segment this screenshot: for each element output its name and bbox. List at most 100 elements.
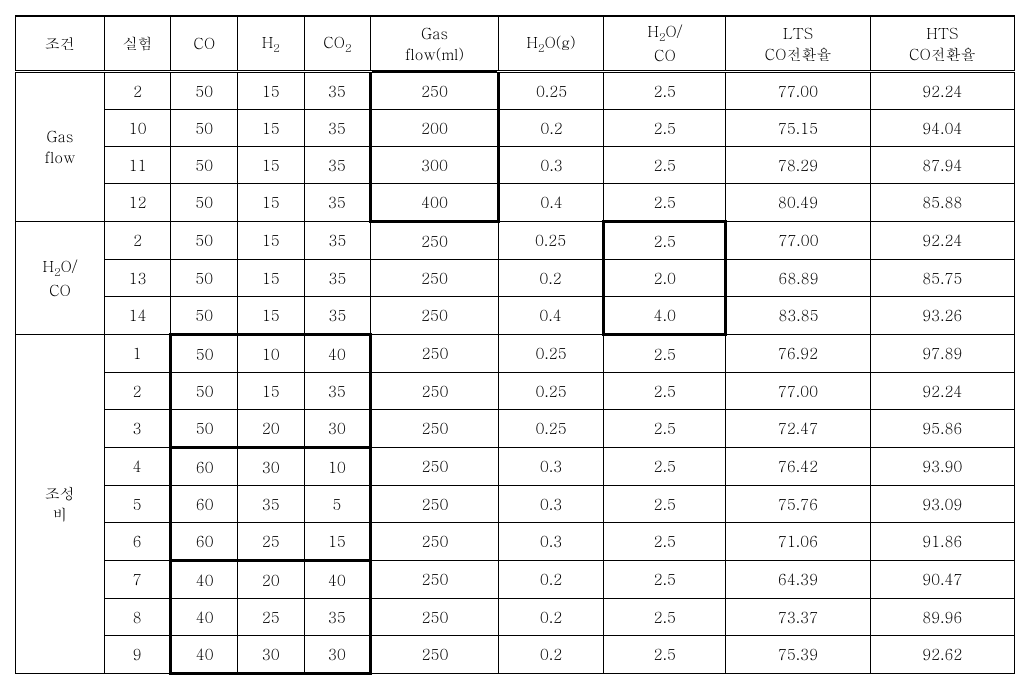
col-header-exp: 실험 xyxy=(104,16,171,72)
experiment-table: 조건 실험 CO H2 CO2 Gasflow(ml) H2O(g) H2O/C… xyxy=(15,15,1015,675)
cell-h2o: 0.25 xyxy=(498,410,603,448)
cell-co2: 40 xyxy=(304,335,371,373)
cell-lts: 75.15 xyxy=(726,110,870,147)
cell-h2o: 0.2 xyxy=(498,599,603,636)
cell-exp: 6 xyxy=(104,523,171,561)
cell-hts: 93.90 xyxy=(870,448,1014,486)
cell-h2o: 0.25 xyxy=(498,335,603,373)
cell-ratio: 2.5 xyxy=(604,636,726,674)
cell-co: 50 xyxy=(171,184,238,222)
cell-co: 50 xyxy=(171,335,238,373)
cell-co2: 40 xyxy=(304,561,371,599)
col-header-co2: CO2 xyxy=(304,16,371,72)
cell-ratio: 2.0 xyxy=(604,260,726,297)
cell-ratio: 2.5 xyxy=(604,184,726,222)
table-header-row: 조건 실험 CO H2 CO2 Gasflow(ml) H2O(g) H2O/C… xyxy=(16,16,1015,72)
col-header-cond: 조건 xyxy=(16,16,105,72)
cell-co2: 35 xyxy=(304,260,371,297)
cell-h2: 30 xyxy=(237,636,304,674)
cell-h2: 15 xyxy=(237,222,304,260)
cell-co2: 35 xyxy=(304,373,371,410)
table-row: 94030302500.22.575.3992.62 xyxy=(16,636,1015,674)
cell-lts: 83.85 xyxy=(726,297,870,335)
table-row: 105015352000.22.575.1594.04 xyxy=(16,110,1015,147)
cell-h2o: 0.25 xyxy=(498,72,603,110)
cell-exp: 2 xyxy=(104,72,171,110)
cell-exp: 8 xyxy=(104,599,171,636)
cell-gas: 250 xyxy=(371,486,499,523)
col-header-h2: H2 xyxy=(237,16,304,72)
cell-exp: 11 xyxy=(104,147,171,184)
cell-co: 50 xyxy=(171,260,238,297)
cell-exp: 14 xyxy=(104,297,171,335)
cell-co2: 5 xyxy=(304,486,371,523)
cell-ratio: 2.5 xyxy=(604,72,726,110)
cell-gas: 250 xyxy=(371,410,499,448)
cell-hts: 91.86 xyxy=(870,523,1014,561)
cell-h2: 15 xyxy=(237,72,304,110)
cell-co: 40 xyxy=(171,599,238,636)
cell-co2: 15 xyxy=(304,523,371,561)
cell-h2: 15 xyxy=(237,147,304,184)
cell-exp: 5 xyxy=(104,486,171,523)
cell-co: 60 xyxy=(171,523,238,561)
cell-ratio: 2.5 xyxy=(604,147,726,184)
table-row: 35020302500.252.572.4795.86 xyxy=(16,410,1015,448)
cell-gas: 250 xyxy=(371,222,499,260)
cell-gas: 250 xyxy=(371,260,499,297)
cell-co: 50 xyxy=(171,297,238,335)
table-row: 25015352500.252.577.0092.24 xyxy=(16,373,1015,410)
cell-co2: 35 xyxy=(304,72,371,110)
cell-h2o: 0.3 xyxy=(498,523,603,561)
cell-lts: 76.42 xyxy=(726,448,870,486)
cell-gas: 250 xyxy=(371,599,499,636)
cell-hts: 92.62 xyxy=(870,636,1014,674)
cell-ratio: 2.5 xyxy=(604,110,726,147)
cell-exp: 7 xyxy=(104,561,171,599)
cell-hts: 93.09 xyxy=(870,486,1014,523)
cell-h2o: 0.3 xyxy=(498,448,603,486)
cell-lts: 68.89 xyxy=(726,260,870,297)
cell-h2: 15 xyxy=(237,260,304,297)
cell-gas: 250 xyxy=(371,561,499,599)
cell-h2o: 0.3 xyxy=(498,486,603,523)
cell-lts: 78.29 xyxy=(726,147,870,184)
cell-exp: 1 xyxy=(104,335,171,373)
cell-exp: 4 xyxy=(104,448,171,486)
cell-h2o: 0.4 xyxy=(498,297,603,335)
cell-exp: 2 xyxy=(104,373,171,410)
cell-gas: 250 xyxy=(371,636,499,674)
cell-exp: 10 xyxy=(104,110,171,147)
cell-gas: 250 xyxy=(371,448,499,486)
cell-co2: 35 xyxy=(304,297,371,335)
cell-co2: 30 xyxy=(304,410,371,448)
cell-ratio: 2.5 xyxy=(604,222,726,260)
cell-ratio: 2.5 xyxy=(604,448,726,486)
cell-lts: 73.37 xyxy=(726,599,870,636)
cell-co2: 30 xyxy=(304,636,371,674)
cell-hts: 92.24 xyxy=(870,222,1014,260)
table-row: 46030102500.32.576.4293.90 xyxy=(16,448,1015,486)
group-label-cell: 조성비 xyxy=(16,335,105,674)
cell-co: 50 xyxy=(171,72,238,110)
cell-co: 50 xyxy=(171,110,238,147)
cell-co: 50 xyxy=(171,410,238,448)
cell-ratio: 2.5 xyxy=(604,410,726,448)
cell-gas: 250 xyxy=(371,335,499,373)
cell-ratio: 2.5 xyxy=(604,523,726,561)
table-row: 5603552500.32.575.7693.09 xyxy=(16,486,1015,523)
cell-h2o: 0.2 xyxy=(498,260,603,297)
cell-hts: 94.04 xyxy=(870,110,1014,147)
cell-co: 60 xyxy=(171,486,238,523)
col-header-lts: LTSCO전환율 xyxy=(726,16,870,72)
col-header-h2o: H2O(g) xyxy=(498,16,603,72)
cell-h2: 20 xyxy=(237,561,304,599)
table-row: 74020402500.22.564.3990.47 xyxy=(16,561,1015,599)
cell-hts: 85.88 xyxy=(870,184,1014,222)
cell-h2: 15 xyxy=(237,184,304,222)
cell-h2o: 0.2 xyxy=(498,110,603,147)
table-body: Gasflow25015352500.252.577.0092.24105015… xyxy=(16,72,1015,674)
cell-h2: 20 xyxy=(237,410,304,448)
cell-exp: 9 xyxy=(104,636,171,674)
cell-h2: 25 xyxy=(237,523,304,561)
